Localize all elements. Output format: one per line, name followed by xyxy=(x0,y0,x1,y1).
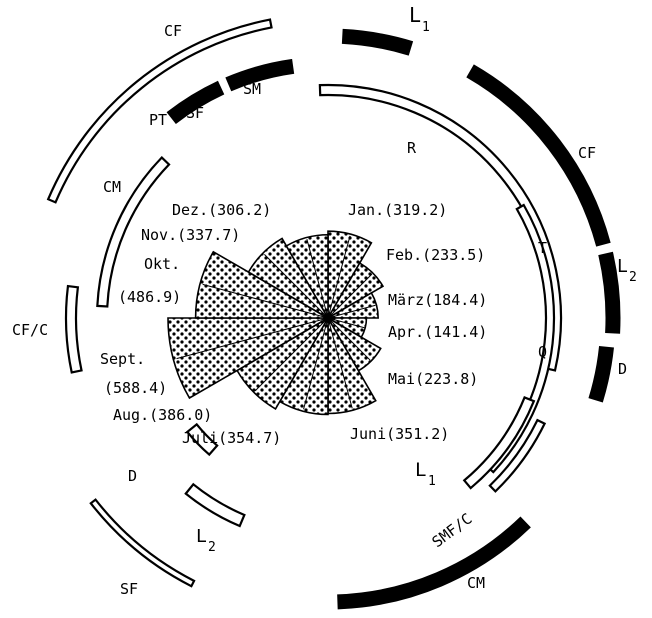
arc-l1-inner xyxy=(462,395,536,490)
arc-cm-left-inner xyxy=(96,155,171,308)
arc-cf-top-outer xyxy=(46,18,273,204)
ring-label-sf-top: SF xyxy=(186,104,204,122)
arc-cfc-left xyxy=(64,284,83,374)
arc-l2-right-black xyxy=(598,251,621,334)
arc-r-inner xyxy=(318,83,563,372)
arc-sf-bottom xyxy=(89,498,196,588)
rose-spoke-sept xyxy=(176,317,329,360)
month-label-feb: Feb.(233.5) xyxy=(386,246,485,264)
rose-spoke-jan xyxy=(327,235,351,319)
month-label-juni: Juni(351.2) xyxy=(350,425,449,443)
ring-label-pt: PT xyxy=(149,111,167,129)
ring-label-cm-left: CM xyxy=(103,178,121,196)
month-label-mai: Mai(223.8) xyxy=(388,370,478,388)
rose-spoke-okt xyxy=(202,283,329,319)
rose-sector-jan xyxy=(327,230,373,321)
ring-label-q: Q xyxy=(538,343,547,361)
arc-sm-black xyxy=(225,58,295,92)
ring-label-d-left: D xyxy=(128,467,137,485)
ring-label-l1-bottom-sub: 1 xyxy=(428,474,436,489)
ring-label-cf-top: CF xyxy=(164,22,182,40)
month-label-dez: Dez.(306.2) xyxy=(172,201,271,219)
arc-l2-bottom xyxy=(184,482,246,528)
ring-label-l1-top-sub: 1 xyxy=(422,20,430,35)
arc-cf-right-black xyxy=(466,64,611,247)
ring-label-l1-bottom: L xyxy=(415,459,426,481)
month-value-sept: (588.4) xyxy=(104,379,167,397)
ring-label-smf-c: SMF/C xyxy=(429,510,476,552)
arc-pt-black xyxy=(166,80,225,125)
arc-cm-bottom-black xyxy=(337,516,531,610)
rose-spoke-juli xyxy=(303,317,329,410)
ring-label-d-right: D xyxy=(618,360,627,378)
ring-label-l2-bottom: L xyxy=(196,526,207,547)
arc-smfc-inner xyxy=(488,418,547,493)
ring-label-r: R xyxy=(407,139,417,157)
rose-spoke-juni xyxy=(327,317,353,409)
month-label-jan: Jan.(319.2) xyxy=(348,201,447,219)
activity-rings xyxy=(46,18,621,610)
rose-spokes xyxy=(176,235,376,410)
rose-spoke-aug xyxy=(254,317,329,392)
month-label-maerz: März(184.4) xyxy=(388,291,487,309)
ring-label-cf-c: CF/C xyxy=(12,321,48,339)
rose-sector-maerz xyxy=(325,291,379,319)
month-label-aug: Aug.(386.0) xyxy=(113,406,212,424)
ring-label-cf-right: CF xyxy=(578,144,596,162)
rose-center-point xyxy=(323,313,333,323)
ring-label-l1-top: L xyxy=(409,3,421,27)
rose-sectors xyxy=(167,230,385,416)
ring-label-l2-right: L xyxy=(617,256,628,277)
month-label-okt: Okt. xyxy=(144,255,180,273)
month-label-juli: Juli(354.7) xyxy=(182,429,281,447)
month-label-nov: Nov.(337.7) xyxy=(141,226,240,244)
ring-label-l2-bottom-sub: 2 xyxy=(208,540,216,555)
arc-d-right-black xyxy=(588,345,614,403)
ring-label-l2-right-sub: 2 xyxy=(629,270,637,285)
arc-l1-top-black xyxy=(341,28,414,56)
rose-spoke-dez xyxy=(306,239,329,319)
rose-spoke-feb xyxy=(327,273,373,319)
rose-spoke-apr xyxy=(327,317,365,329)
month-label-sept: Sept. xyxy=(100,350,145,368)
ring-label-sm: SM xyxy=(243,80,261,98)
rose-spoke-maerz xyxy=(327,304,376,319)
rose-sector-sept xyxy=(167,317,331,400)
ring-label-t: T xyxy=(538,239,547,257)
rose-sector-dez xyxy=(285,233,329,321)
rose-sector-okt xyxy=(194,250,331,319)
month-label-apr: Apr.(141.4) xyxy=(388,323,487,341)
rose-spoke-mai xyxy=(327,317,371,361)
rose-spoke-nov xyxy=(264,254,329,319)
ring-label-cm-bottom: CM xyxy=(467,574,485,592)
arc-d-left xyxy=(185,422,219,457)
ring-label-sf-bottom: SF xyxy=(120,580,138,598)
month-value-okt: (486.9) xyxy=(118,288,181,306)
